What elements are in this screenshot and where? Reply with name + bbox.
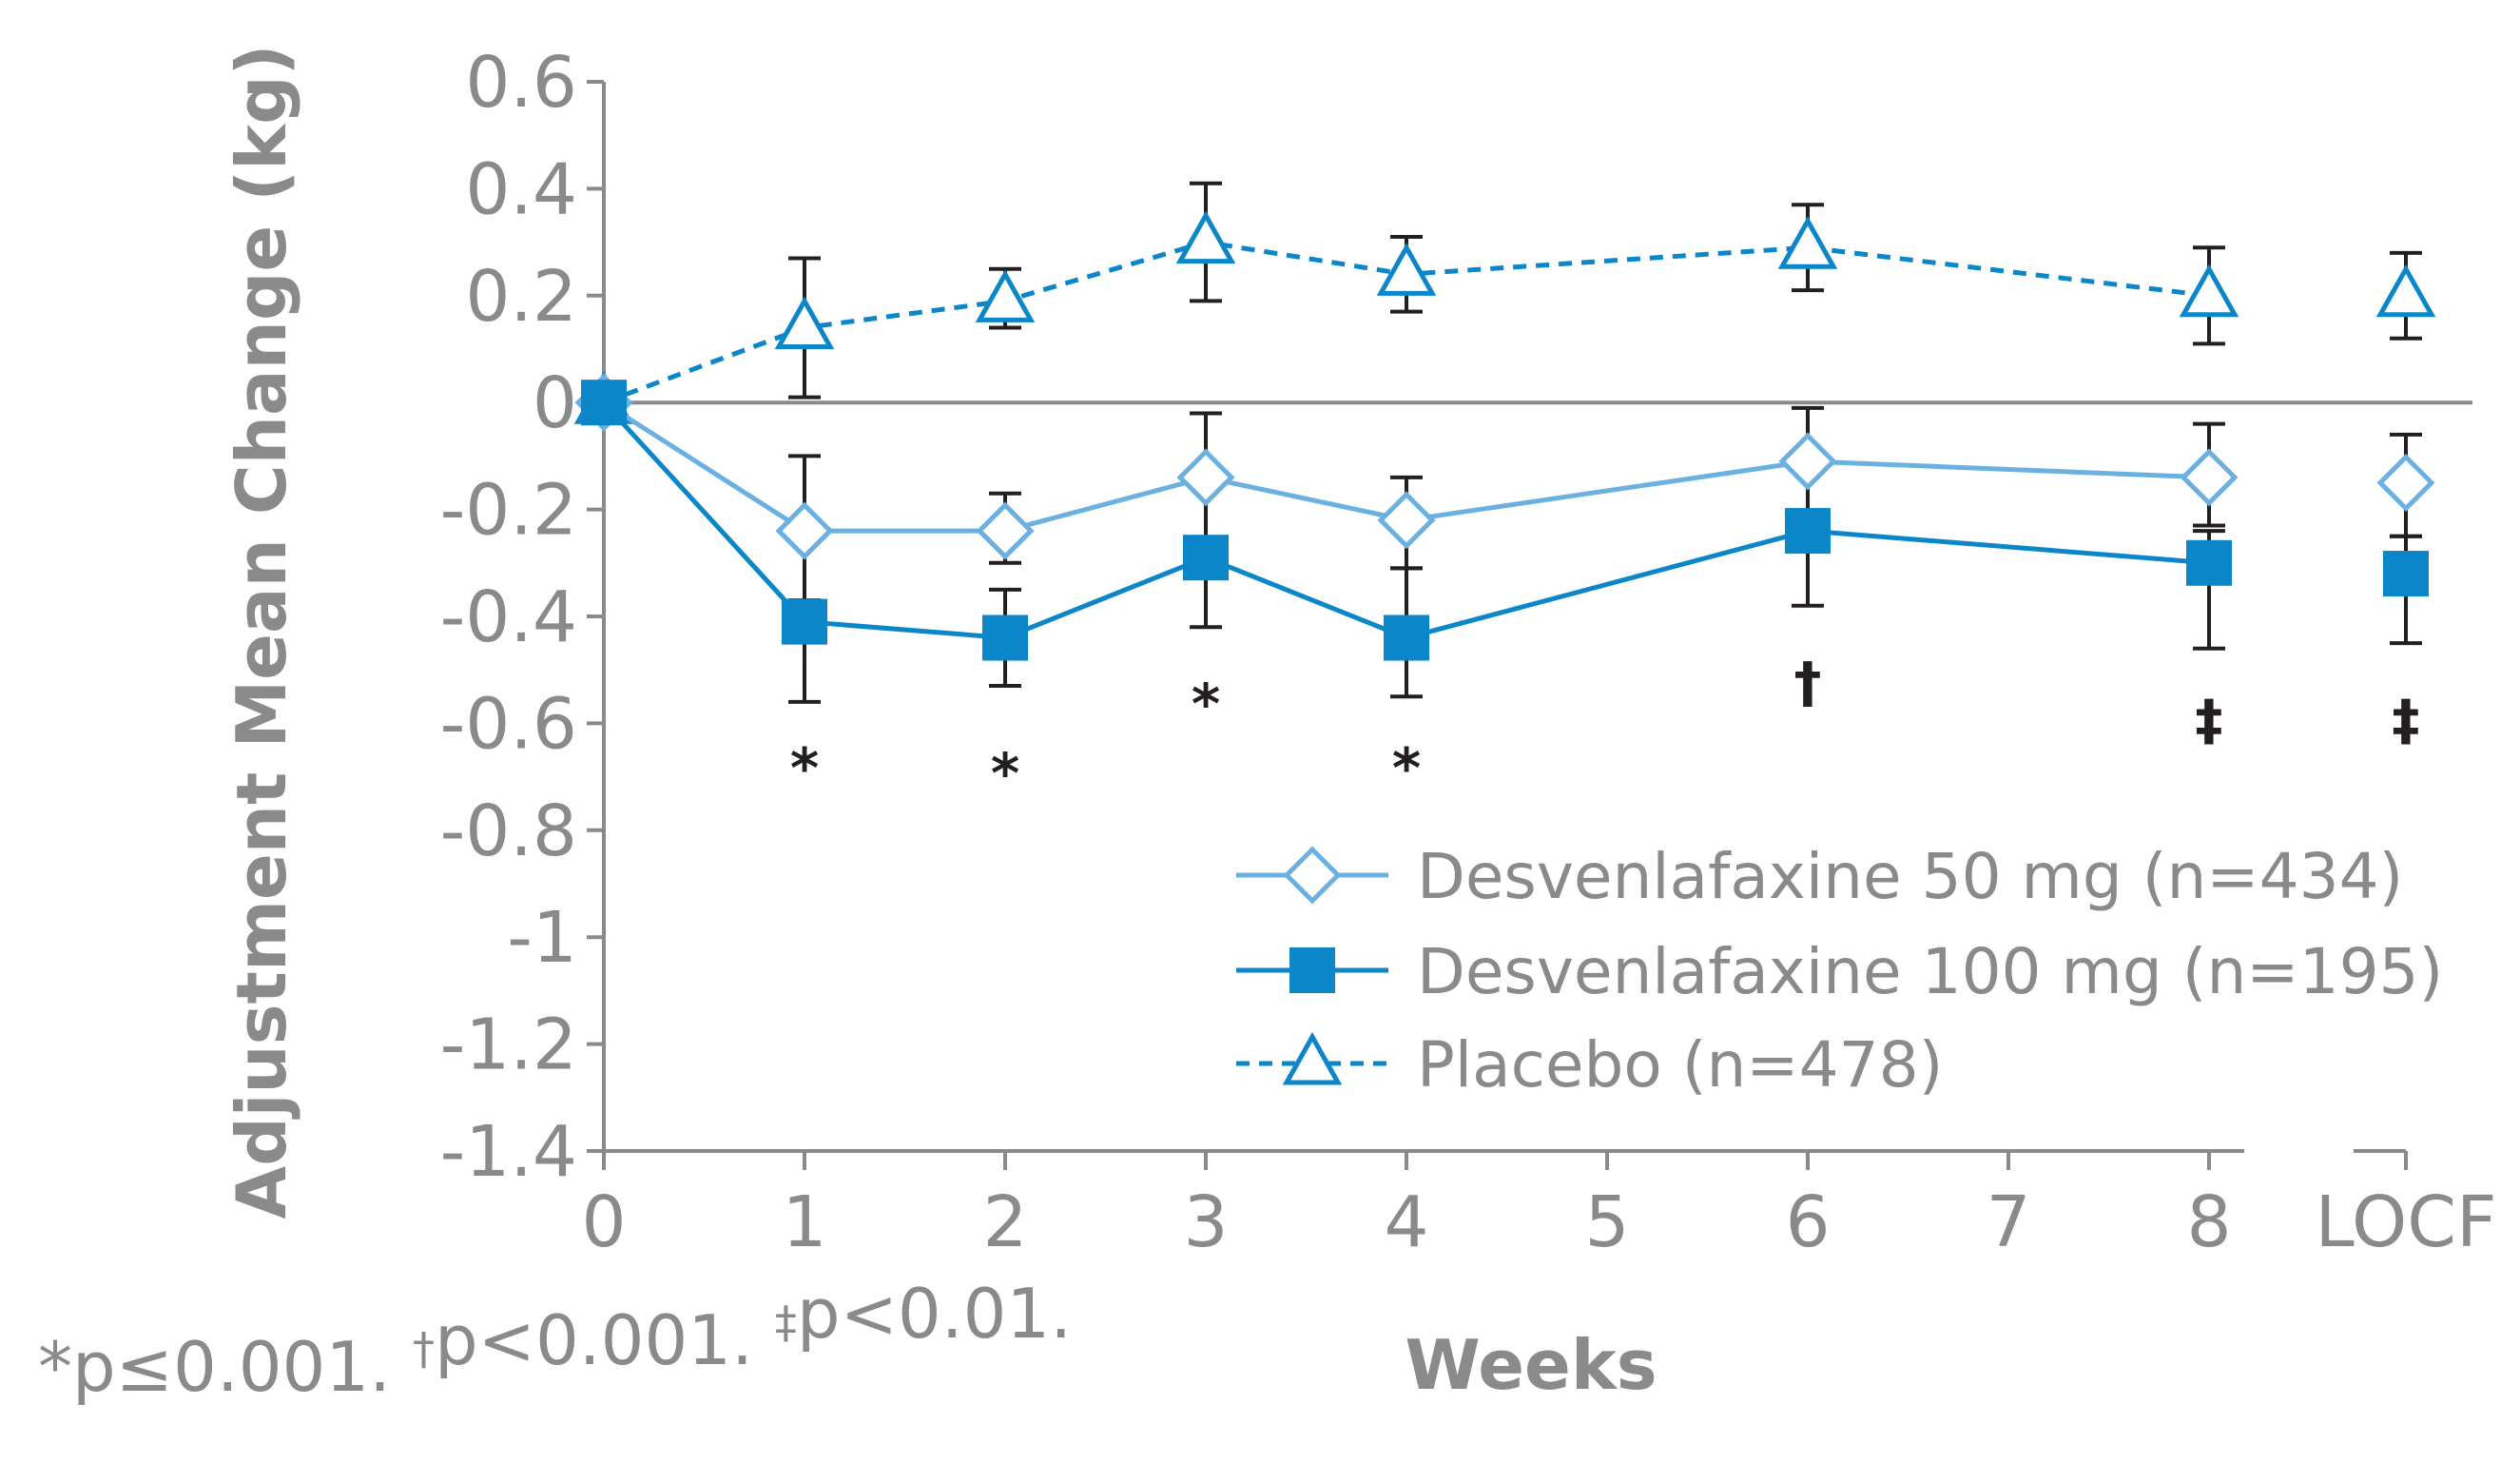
y-axis-ticks: 0.6 0.4 0.2 0 -0.2 -0.4 -0.6 -0.8 -1 -1.2 -1.4	[440, 42, 604, 1193]
data-point	[2376, 453, 2435, 513]
legend: Desvenlafaxine 50 mg (n=434) Desvenlafaxi…	[1236, 840, 2443, 1102]
x-tick-label: 3	[1183, 1181, 1228, 1263]
data-point	[1377, 491, 1436, 550]
footnote-text: p≤0.001.	[72, 1327, 413, 1407]
footnote-superscript: †	[413, 1323, 435, 1375]
data-point	[782, 598, 827, 645]
legend-label: Placebo (n=478)	[1417, 1028, 1943, 1102]
significance-marker: *	[991, 741, 1019, 806]
data-point	[975, 269, 1036, 322]
y-tick-label: -1.4	[440, 1111, 577, 1193]
x-tick-label: 0	[581, 1181, 626, 1263]
significance-footnote: *p≤0.001. †p<0.001. ‡p<0.01.	[38, 1274, 1072, 1407]
footnote-text: *	[38, 1327, 72, 1407]
data-point	[2375, 263, 2436, 318]
significance-marker: †	[1794, 650, 1822, 714]
y-tick-label: -1.2	[440, 1005, 577, 1086]
data-point	[1777, 216, 1838, 269]
data-point	[2186, 539, 2232, 586]
y-tick-label: -0.8	[440, 790, 577, 872]
significance-marker: *	[1392, 735, 1421, 800]
legend-label: Desvenlafaxine 50 mg (n=434)	[1417, 840, 2403, 913]
x-tick-label: 2	[982, 1181, 1027, 1263]
significance-marker: ‡	[2393, 688, 2420, 752]
data-point	[2180, 448, 2239, 507]
data-point	[1376, 243, 1437, 296]
y-tick-label: -0.6	[440, 683, 577, 765]
data-point	[1785, 508, 1831, 555]
data-point	[1384, 614, 1429, 661]
data-point	[1176, 448, 1235, 507]
legend-label: Desvenlafaxine 100 mg (n=195)	[1417, 935, 2443, 1008]
data-point	[1175, 210, 1236, 264]
data-point	[774, 296, 835, 350]
x-tick-label: 8	[2186, 1181, 2231, 1263]
data-point	[1778, 432, 1837, 491]
y-tick-label: 0.4	[465, 148, 577, 230]
significance-markers: * * * * † ‡ ‡	[790, 650, 2420, 806]
y-tick-label: -0.2	[440, 470, 577, 552]
data-point	[581, 380, 627, 426]
footnote-text: p<0.001.	[435, 1300, 775, 1380]
significance-marker: ‡	[2196, 688, 2223, 752]
series-1	[574, 373, 2435, 608]
y-tick-label: 0	[533, 362, 577, 444]
significance-marker: *	[790, 735, 819, 800]
legend-marker	[1282, 1031, 1343, 1085]
data-point	[2383, 551, 2429, 597]
x-tick-label: 6	[1785, 1181, 1830, 1263]
x-tick-label: 5	[1584, 1181, 1629, 1263]
y-tick-label: -0.4	[440, 576, 577, 658]
x-axis-label: Weeks	[1405, 1325, 1657, 1405]
data-point	[976, 501, 1035, 560]
data-point	[775, 501, 834, 560]
y-tick-label: -1	[507, 897, 577, 979]
x-tick-label: 1	[782, 1181, 826, 1263]
x-tick-label: LOCF	[2315, 1181, 2496, 1263]
data-point	[1183, 535, 1229, 581]
x-tick-label: 4	[1384, 1181, 1428, 1263]
series-group	[573, 181, 2436, 704]
y-tick-label: 0.6	[465, 42, 577, 124]
data-point	[2179, 263, 2239, 318]
data-point	[982, 614, 1028, 661]
series-2	[581, 380, 2429, 704]
y-tick-label: 0.2	[465, 256, 577, 338]
legend-marker	[1289, 947, 1335, 993]
y-axis-label: Adjustment Mean Change (kg)	[222, 44, 301, 1219]
legend-marker	[1283, 846, 1342, 905]
footnote-superscript: ‡	[775, 1297, 797, 1348]
series-3	[573, 181, 2436, 424]
footnote-text: p<0.01.	[797, 1274, 1072, 1354]
x-axis-ticks: 0 1 2 3 4 5 6 7 8 LOCF	[581, 1151, 2497, 1263]
significance-marker: *	[1192, 672, 1220, 736]
x-tick-label: 7	[1986, 1181, 2030, 1263]
